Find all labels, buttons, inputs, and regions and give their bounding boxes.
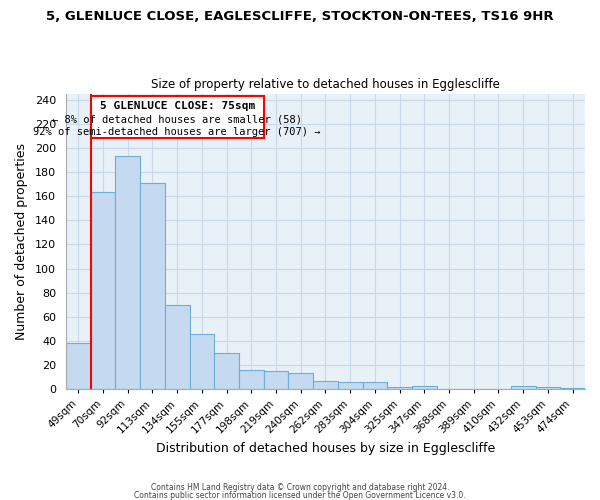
Bar [313,380,338,389]
Bar [387,387,412,389]
Bar [66,344,91,389]
Bar [362,382,387,389]
Text: Contains HM Land Registry data © Crown copyright and database right 2024.: Contains HM Land Registry data © Crown c… [151,484,449,492]
Bar [263,371,289,389]
Text: 5, GLENLUCE CLOSE, EAGLESCLIFFE, STOCKTON-ON-TEES, TS16 9HR: 5, GLENLUCE CLOSE, EAGLESCLIFFE, STOCKTO… [46,10,554,23]
Bar [338,382,362,389]
X-axis label: Distribution of detached houses by size in Egglescliffe: Distribution of detached houses by size … [156,442,495,455]
Title: Size of property relative to detached houses in Egglescliffe: Size of property relative to detached ho… [151,78,500,91]
Text: 5 GLENLUCE CLOSE: 75sqm: 5 GLENLUCE CLOSE: 75sqm [100,101,255,111]
Bar [190,334,214,389]
Y-axis label: Number of detached properties: Number of detached properties [15,143,28,340]
FancyBboxPatch shape [91,96,263,138]
Bar [511,386,536,389]
Bar [412,386,437,389]
Bar [536,387,560,389]
Bar [214,353,239,389]
Bar [165,304,190,389]
Text: Contains public sector information licensed under the Open Government Licence v3: Contains public sector information licen… [134,490,466,500]
Bar [140,183,165,389]
Bar [289,374,313,389]
Bar [91,192,115,389]
Text: 92% of semi-detached houses are larger (707) →: 92% of semi-detached houses are larger (… [34,128,321,138]
Bar [115,156,140,389]
Bar [239,370,263,389]
Bar [560,388,585,389]
Text: ← 8% of detached houses are smaller (58): ← 8% of detached houses are smaller (58) [52,114,302,124]
